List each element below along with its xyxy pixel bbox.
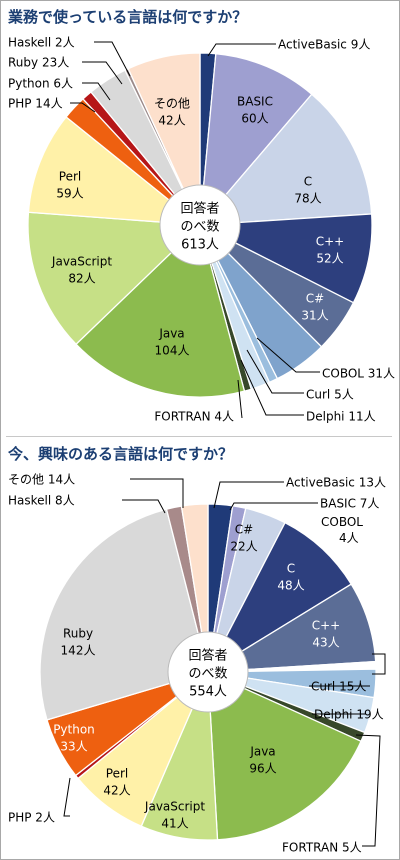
leader-line-php [70, 102, 96, 113]
slice-label-delphi: Delphi 11人 [306, 410, 376, 424]
leader-line-haskell [122, 499, 166, 514]
slice-cpp [197, 213, 373, 304]
pie-slices [27, 52, 373, 398]
center-hole [159, 184, 241, 266]
leader-line-fortran [355, 734, 381, 847]
center-label-line: 554人 [189, 685, 227, 700]
slice-label-other: その他 [154, 97, 190, 111]
slice-label-ruby: Ruby [63, 627, 93, 641]
slice-label-delphi: Delphi 19人 [314, 708, 384, 722]
slice-label-curl: Curl 5人 [306, 388, 354, 402]
section-divider [6, 436, 392, 437]
slice-value-javascript: 41人 [161, 817, 188, 831]
slice-java [207, 670, 362, 841]
slice-label-curl: Curl 15人 [311, 680, 366, 694]
slice-value-basic: 60人 [241, 112, 268, 126]
slice-label-csharp: C# [306, 292, 324, 306]
slice-label-other: その他 14人 [8, 473, 75, 487]
slice-label-ruby: Ruby 23人 [8, 56, 69, 70]
slice-java [75, 223, 246, 398]
leader-line-python [82, 82, 111, 101]
slice-label-javascript: JavaScript [144, 800, 205, 814]
slice-label-python: Python [53, 723, 95, 737]
slice-label-java: Java [249, 745, 275, 759]
slice-label-perl: Perl [106, 767, 128, 781]
slice-label-haskell: Haskell 2人 [8, 36, 75, 50]
slice-label-activebasic: ActiveBasic 9人 [278, 38, 370, 52]
slice-label-haskell: Haskell 8人 [8, 494, 75, 508]
slice-value-cobol: 4人 [339, 531, 359, 545]
leader-line-ruby [82, 61, 123, 85]
slice-label-php: PHP 14人 [8, 97, 63, 111]
slice-basic [199, 53, 313, 227]
chart1-title: 業務で使っている言語は何ですか？ [8, 8, 248, 26]
slice-c [206, 521, 353, 674]
slice-other [180, 503, 209, 673]
leader-line-cobol [256, 337, 320, 373]
leader-line-php [63, 777, 71, 817]
leader-line-activebasic [207, 43, 276, 57]
leader-line-activebasic [213, 481, 284, 509]
slice-label-javascript: JavaScript [51, 255, 112, 269]
slice-label-perl: Perl [59, 170, 81, 184]
slice-label-c: C [287, 562, 295, 576]
slice-label-java: Java [158, 327, 184, 341]
slice-label-cobol: COBOL [321, 515, 363, 529]
slice-value-perl: 42人 [103, 784, 130, 798]
leader-line-delphi [240, 359, 304, 416]
slice-javascript [27, 211, 202, 346]
leader-line-fortran [237, 379, 243, 419]
leader-line-cobol [372, 653, 386, 675]
slice-label-cpp: C++ [312, 619, 341, 633]
center-label-line: のべ数 [188, 667, 227, 682]
slice-value-other: 42人 [158, 114, 185, 128]
slice-value-cpp: 43人 [312, 636, 339, 650]
slice-value-c: 48人 [277, 579, 304, 593]
slice-label-csharp: C# [235, 523, 253, 537]
slice-other [127, 52, 201, 226]
slice-value-ruby: 142人 [61, 644, 96, 658]
slice-label-activebasic: ActiveBasic 13人 [286, 476, 386, 490]
slice-label-python: Python 6人 [8, 77, 73, 91]
leader-line-basic [229, 502, 318, 511]
slice-c [198, 93, 373, 226]
leader-line-curl [246, 349, 304, 394]
center-label-line: 回答者 [180, 201, 219, 217]
center-label-line: 613人 [181, 238, 219, 253]
slice-value-c: 78人 [294, 192, 321, 206]
center-hole [167, 631, 249, 713]
slice-value-java: 96人 [249, 762, 276, 776]
slice-value-python: 33人 [60, 740, 87, 754]
chart2-title: 今、興味のある言語は何ですか？ [8, 445, 234, 463]
slice-ruby [39, 508, 209, 721]
slice-value-cpp: 52人 [316, 252, 343, 266]
slice-label-php: PHP 2人 [8, 811, 55, 825]
slice-value-javascript: 82人 [68, 272, 95, 286]
slice-value-csharp: 31人 [301, 309, 328, 323]
slice-label-fortran: FORTRAN 4人 [154, 410, 234, 424]
slice-label-cobol: COBOL 31人 [322, 367, 395, 381]
slice-value-java: 104人 [155, 344, 190, 358]
slice-label-cpp: C++ [316, 235, 345, 249]
slice-label-c: C [304, 175, 312, 189]
slice-value-perl: 59人 [56, 187, 83, 201]
pie-slices [39, 503, 377, 841]
slice-perl [27, 116, 203, 226]
leader-line-other [130, 478, 184, 508]
slice-value-csharp: 22人 [230, 540, 257, 554]
center-label-line: のべ数 [180, 220, 219, 235]
slice-label-fortran: FORTRAN 5人 [282, 841, 362, 855]
slice-label-basic: BASIC [237, 95, 273, 109]
leader-line-haskell [94, 41, 131, 77]
center-label-line: 回答者 [188, 648, 227, 664]
slice-label-basic: BASIC 7人 [320, 497, 379, 511]
